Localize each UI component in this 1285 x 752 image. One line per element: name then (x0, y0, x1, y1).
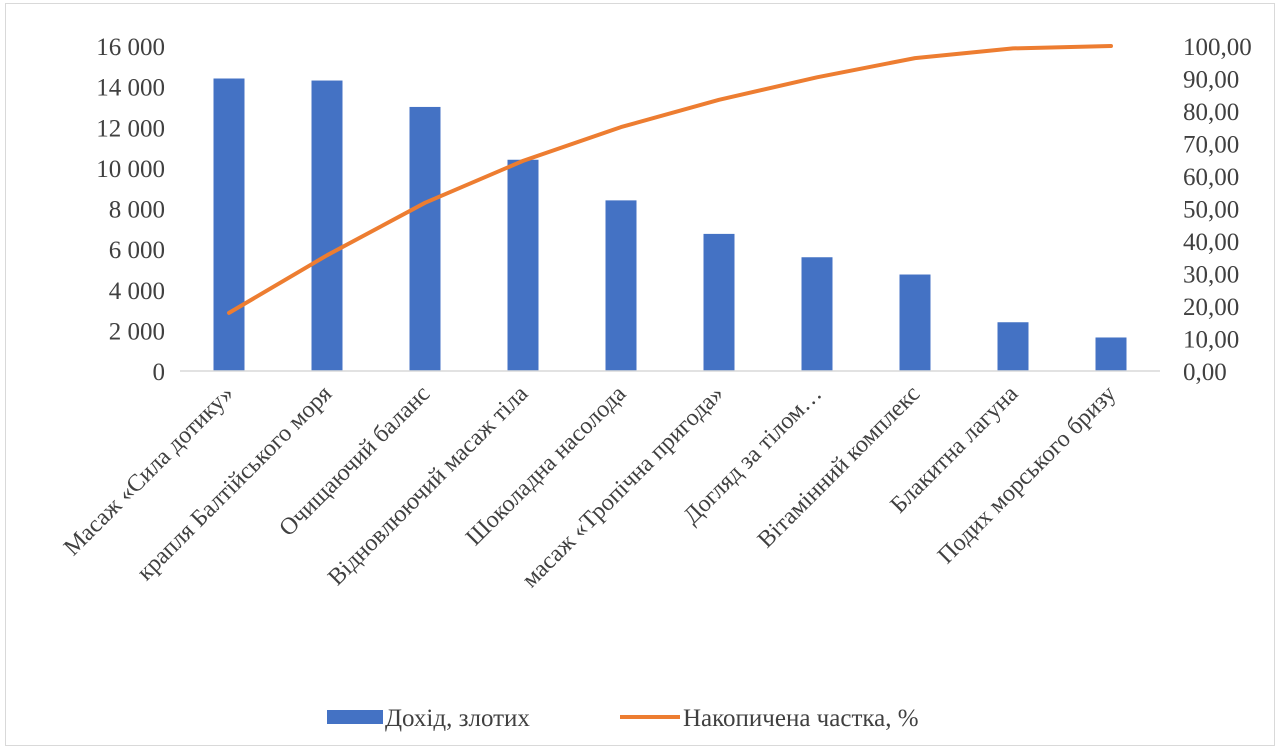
y-tick-label: 10 000 (96, 156, 165, 183)
bar (997, 322, 1029, 371)
legend: Дохід, злотих Накопичена частка, % (327, 705, 919, 732)
x-tick-label: Шоколадна насолода (461, 381, 631, 551)
line-series (227, 44, 1113, 315)
bar (801, 257, 833, 371)
y2-tick-label: 30,00 (1183, 262, 1239, 289)
y2-tick-label: 80,00 (1183, 99, 1239, 126)
y-tick-label: 6 000 (109, 237, 165, 264)
y-tick-label: 16 000 (96, 34, 165, 61)
bar (703, 233, 735, 371)
x-tick-label: крапля Балтійського моря (132, 381, 337, 586)
y2-tick-label: 100,00 (1183, 34, 1252, 61)
y2-tick-label: 10,00 (1183, 327, 1239, 354)
y-tick-label: 14 000 (96, 75, 165, 102)
x-tick-label: Відновлюючий масаж тіла (323, 381, 533, 591)
y2-tick-label: 90,00 (1183, 67, 1239, 94)
bar (1095, 337, 1127, 371)
y-tick-label: 8 000 (109, 197, 165, 224)
x-axis-labels: Масаж «Сила дотику»крапля Балтійського м… (59, 381, 1121, 593)
bar (605, 200, 637, 371)
y-tick-label: 12 000 (96, 115, 165, 142)
y-axis-left: 0 2 000 4 000 6 000 8 000 10 000 12 000 14 000 1… (96, 34, 165, 386)
cumulative-line (227, 44, 1113, 315)
legend-swatch-bar (327, 710, 383, 724)
y-tick-label: 0 (153, 359, 166, 386)
y-tick-label: 2 000 (109, 318, 165, 345)
y2-tick-label: 20,00 (1183, 294, 1239, 321)
bar-series (213, 78, 1127, 371)
x-tick-label: Масаж «Сила дотику» (59, 381, 239, 561)
y-axis-right: 0,00 10,00 20,00 30,00 40,00 50,00 60,00 70,00 8… (1183, 34, 1252, 386)
bar (409, 106, 441, 371)
legend-label-bar: Дохід, злотих (385, 705, 530, 732)
bar (213, 78, 245, 371)
y2-tick-label: 40,00 (1183, 229, 1239, 256)
x-tick-label: Вітамінний комплекс (753, 381, 925, 553)
legend-label-line: Накопичена частка, % (683, 705, 919, 732)
y2-tick-label: 0,00 (1183, 359, 1227, 386)
bar (507, 159, 539, 371)
bar (311, 80, 343, 371)
y2-tick-label: 60,00 (1183, 164, 1239, 191)
x-tick-label: масаж «Тропічна пригода» (517, 381, 729, 593)
y2-tick-label: 70,00 (1183, 132, 1239, 159)
y2-tick-label: 50,00 (1183, 197, 1239, 224)
x-tick-label: Подих морського бризу (933, 381, 1121, 569)
bar (899, 274, 931, 371)
y-tick-label: 4 000 (109, 278, 165, 305)
